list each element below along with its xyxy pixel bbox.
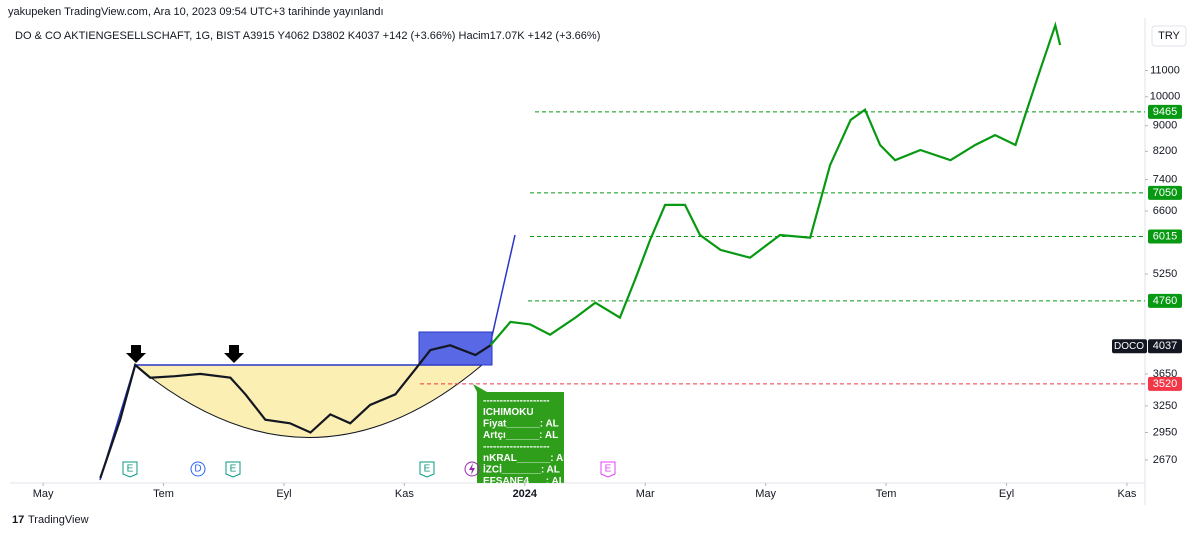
indicator-line: ICHIMOKU	[483, 407, 534, 418]
target-line	[489, 234, 516, 346]
level-label-bg	[1148, 185, 1182, 200]
x-tick-label: May	[755, 488, 776, 500]
indicator-line: --------------------	[483, 442, 550, 453]
event-label: E	[127, 464, 134, 475]
indicator-line: Artçı______: AL	[483, 430, 558, 441]
event-label: E	[605, 464, 612, 475]
price-line	[489, 21, 1062, 347]
last-name-bg	[1112, 339, 1147, 354]
level-label-bg	[1148, 293, 1182, 308]
x-tick-label: Mar	[636, 488, 655, 500]
price-line	[99, 344, 492, 479]
last-value-bg	[1148, 339, 1182, 354]
y-tick-label: 2950	[1153, 426, 1177, 438]
event-marker[interactable]	[122, 461, 138, 478]
indicator-text: --------------------ICHIMOKUFiyat______:…	[483, 396, 569, 487]
x-tick-label: 2024	[513, 488, 538, 500]
event-icon	[469, 463, 475, 475]
x-tick-label: Eyl	[999, 488, 1014, 500]
event-marker[interactable]	[190, 461, 206, 477]
event-label: D	[194, 464, 201, 475]
event-marker[interactable]	[600, 461, 616, 478]
y-tick-label: 3250	[1153, 400, 1177, 412]
event-label: E	[230, 464, 237, 475]
x-tick-label: May	[33, 488, 54, 500]
x-tick-label: Tem	[153, 488, 174, 500]
level-label: 9465	[1153, 106, 1177, 118]
y-tick-label: 3650	[1153, 368, 1177, 380]
indicator-line: EFSANE4___: AL	[483, 476, 565, 487]
y-tick-label: 2670	[1153, 454, 1177, 466]
logo-mark: 17	[12, 514, 24, 526]
indicator-pointer	[473, 384, 487, 392]
level-label-bg	[1148, 229, 1182, 244]
last-name: DOCO	[1114, 341, 1144, 352]
currency: TRY	[1158, 30, 1180, 42]
y-tick-label: 10000	[1150, 91, 1181, 103]
y-tick-label: 7400	[1153, 173, 1177, 185]
y-tick-label: 11000	[1150, 64, 1180, 76]
currency-button[interactable]	[1151, 25, 1187, 47]
chart-title: DO & CO AKTIENGESELLSCHAFT, 1G, BIST A39…	[15, 30, 600, 42]
event-label: E	[424, 464, 431, 475]
header: yakupeken TradingView.com, Ara 10, 2023 …	[8, 6, 384, 18]
y-tick-label: 9000	[1153, 120, 1177, 132]
x-tick-label: Kas	[1117, 488, 1136, 500]
level-label: 7050	[1153, 187, 1177, 199]
y-tick-label: 6600	[1153, 205, 1177, 217]
indicator-line: --------------------	[483, 396, 550, 407]
indicator-line: nKRAL______: AL	[483, 453, 569, 464]
arrow	[126, 345, 146, 363]
y-tick-label: 8200	[1153, 145, 1177, 157]
level-label-bg	[1148, 104, 1182, 119]
indicator-line: Fiyat______: AL	[483, 419, 559, 430]
x-tick-label: Tem	[876, 488, 897, 500]
arrow	[224, 345, 244, 363]
x-tick-label: Eyl	[276, 488, 291, 500]
last-value: 4037	[1153, 340, 1177, 352]
event-icon[interactable]	[464, 461, 480, 477]
level-label: 3520	[1153, 378, 1177, 390]
event-marker[interactable]	[225, 461, 241, 478]
x-tick-label: Kas	[395, 488, 414, 500]
level-label: 4760	[1153, 295, 1177, 307]
y-tick-label: 5250	[1153, 268, 1177, 280]
level-label-bg	[1148, 376, 1182, 391]
level-label: 6015	[1153, 230, 1177, 242]
indicator-box	[477, 392, 564, 483]
cup-shape	[133, 364, 484, 438]
event-marker[interactable]	[419, 461, 435, 478]
footer: TradingView	[28, 514, 89, 526]
indicator-line: İZCİ_______: AL	[483, 463, 560, 476]
